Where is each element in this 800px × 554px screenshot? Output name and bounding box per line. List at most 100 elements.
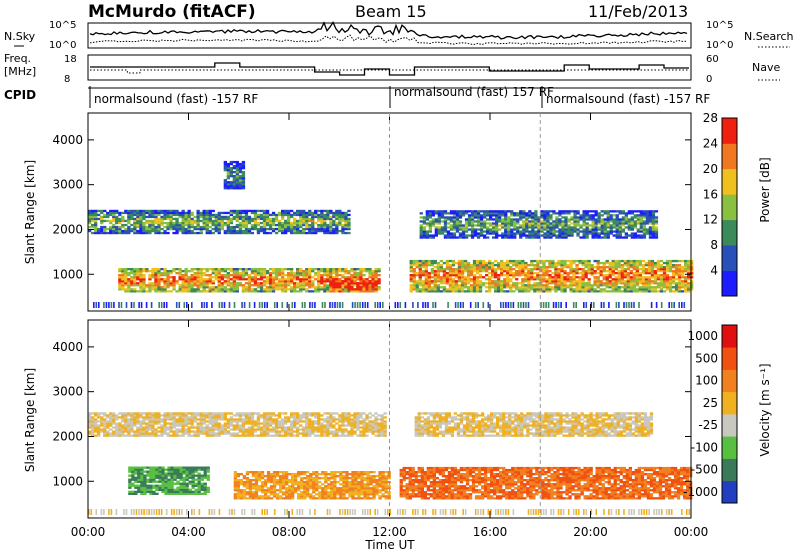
echo-cell — [223, 428, 227, 431]
echo-cell — [557, 276, 561, 279]
echo-cell — [603, 210, 607, 213]
echo-cell — [178, 290, 182, 293]
echo-cell — [181, 428, 185, 431]
echo-cell — [220, 270, 224, 273]
echo-cell — [475, 282, 480, 285]
echo-cell — [305, 219, 309, 223]
echo-cell — [653, 274, 658, 277]
echo-cell — [157, 418, 161, 421]
echo-cell — [374, 270, 378, 273]
echo-cell — [630, 232, 634, 235]
echo-cell — [299, 221, 303, 225]
echo-cell — [259, 268, 264, 271]
echo-cell — [265, 223, 270, 227]
echo-cell — [344, 288, 348, 291]
echo-cell — [548, 274, 552, 277]
echo-cell — [650, 264, 655, 267]
echo-cell — [124, 272, 128, 275]
echo-cell — [244, 414, 249, 417]
echo-cell — [317, 272, 321, 275]
echo-cell — [515, 270, 519, 273]
echo-cell — [262, 428, 267, 431]
echo-cell — [525, 216, 529, 219]
echo-cell — [250, 209, 255, 213]
echo-cell — [151, 286, 155, 289]
echo-cell — [163, 422, 167, 425]
echo-cell — [308, 223, 312, 227]
echo-cell — [187, 219, 191, 223]
echo-cell — [262, 422, 267, 425]
echo-cell — [347, 284, 351, 287]
echo-cell — [145, 416, 149, 419]
echo-cell — [241, 428, 246, 431]
echo-cell — [591, 214, 595, 217]
echo-cell — [500, 268, 504, 271]
echo-cell — [494, 272, 498, 275]
echo-cell — [492, 212, 496, 215]
echo-cell — [617, 276, 621, 279]
echo-cell — [521, 264, 525, 267]
echo-cell — [684, 276, 688, 279]
echo-cell — [421, 286, 425, 289]
echo-cell — [425, 232, 429, 235]
echo-cell — [321, 302, 324, 308]
echo-cell — [569, 261, 573, 265]
echo-cell — [469, 270, 474, 273]
echo-cell — [305, 428, 309, 431]
echo-cell — [214, 432, 218, 435]
echo-cell — [350, 290, 354, 293]
echo-cell — [294, 302, 296, 308]
echo-cell — [232, 280, 236, 283]
echo-cell — [430, 280, 434, 283]
echo-cell — [256, 284, 261, 287]
echo-cell — [437, 212, 441, 215]
echo-cell — [142, 286, 146, 289]
echo-cell — [576, 232, 580, 235]
echo-cell — [684, 282, 688, 285]
echo-cell — [314, 211, 318, 215]
echo-cell — [184, 272, 188, 275]
echo-cell — [115, 414, 119, 417]
echo-cell — [172, 268, 176, 271]
echo-cell — [518, 274, 522, 277]
echo-cell — [451, 290, 456, 293]
echo-cell — [371, 284, 375, 287]
echo-cell — [509, 266, 513, 269]
echo-cell — [317, 223, 321, 227]
echo-cell — [253, 278, 258, 281]
echo-cell — [262, 432, 267, 435]
echo-cell — [353, 268, 357, 271]
echo-cell — [274, 270, 279, 273]
echo-cell — [633, 214, 637, 217]
ytick-label: 3000 — [52, 178, 83, 192]
echo-cell — [235, 432, 239, 435]
echo-cell — [461, 232, 466, 235]
echo-cell — [648, 234, 653, 237]
echo-cell — [644, 290, 649, 293]
echo-cell — [587, 280, 591, 283]
echo-cell — [205, 420, 209, 423]
echo-cell — [290, 434, 294, 437]
echo-cell — [151, 434, 155, 437]
echo-cell — [151, 209, 155, 213]
echo-cell — [594, 222, 598, 225]
echo-cell — [308, 434, 312, 437]
echo-cell — [542, 302, 545, 308]
echo-cell — [430, 282, 434, 285]
echo-cell — [277, 225, 282, 229]
echo-cell — [575, 268, 579, 271]
echo-cell — [190, 420, 194, 423]
echo-cell — [323, 229, 327, 233]
echo-cell — [570, 234, 574, 237]
echo-cell — [521, 268, 525, 271]
echo-cell — [160, 286, 164, 289]
echo-cell — [624, 220, 628, 223]
echo-cell — [329, 272, 333, 275]
echo-cell — [639, 228, 643, 231]
echo-cell — [229, 217, 233, 221]
echo-cell — [281, 272, 285, 275]
echo-cell — [184, 420, 188, 423]
echo-cell — [533, 268, 537, 271]
echo-cell — [485, 266, 489, 269]
echo-cell — [428, 210, 432, 213]
